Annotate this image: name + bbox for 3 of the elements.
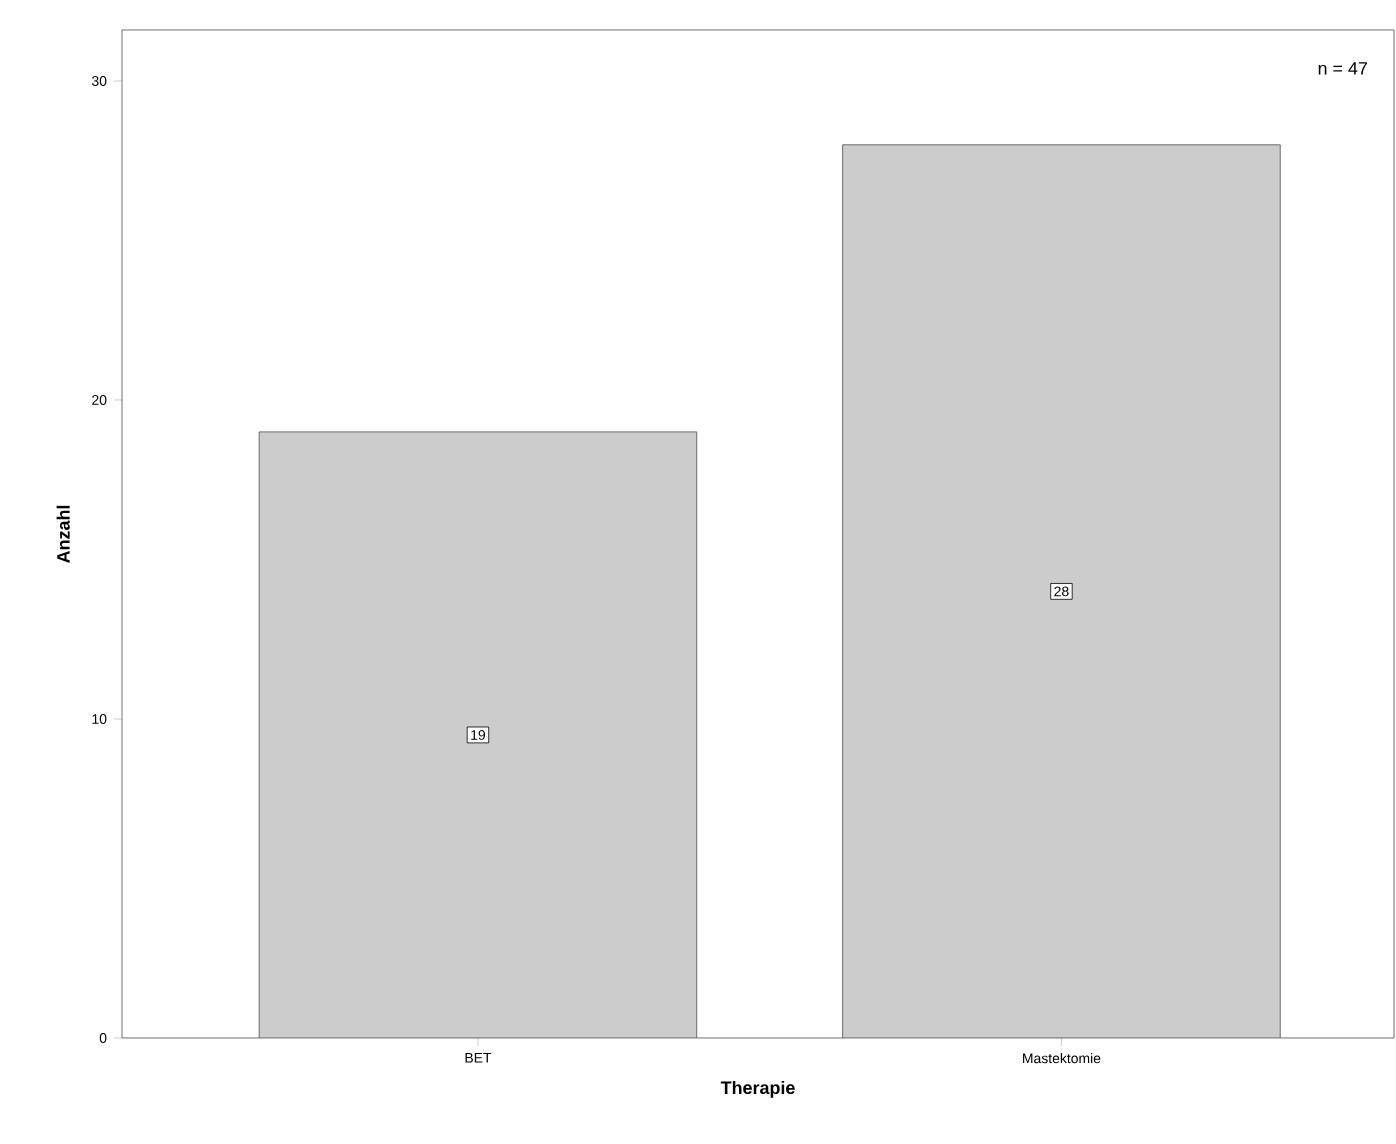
x-axis-title: Therapie — [720, 1080, 795, 1098]
annotation: n = 47 — [1318, 62, 1367, 75]
y-axis-title: Anzahl — [56, 505, 70, 563]
